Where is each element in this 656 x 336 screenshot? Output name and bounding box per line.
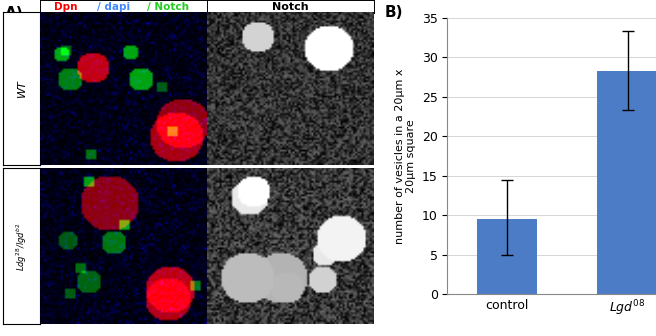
Y-axis label: number of vesicles in a 20μm x
20μm square: number of vesicles in a 20μm x 20μm squa… (395, 68, 417, 244)
Text: / Notch: / Notch (147, 2, 189, 12)
Bar (478, 219, 537, 294)
Text: WT: WT (17, 79, 27, 97)
Text: / dapi: / dapi (97, 2, 130, 12)
Bar (598, 71, 656, 294)
Text: Dpn: Dpn (54, 2, 77, 12)
Text: A): A) (5, 6, 24, 21)
Text: Notch: Notch (272, 2, 309, 12)
Text: $Ldg^{28}$/$lgd^{b2}$: $Ldg^{28}$/$lgd^{b2}$ (14, 222, 29, 270)
Text: B): B) (385, 5, 403, 20)
